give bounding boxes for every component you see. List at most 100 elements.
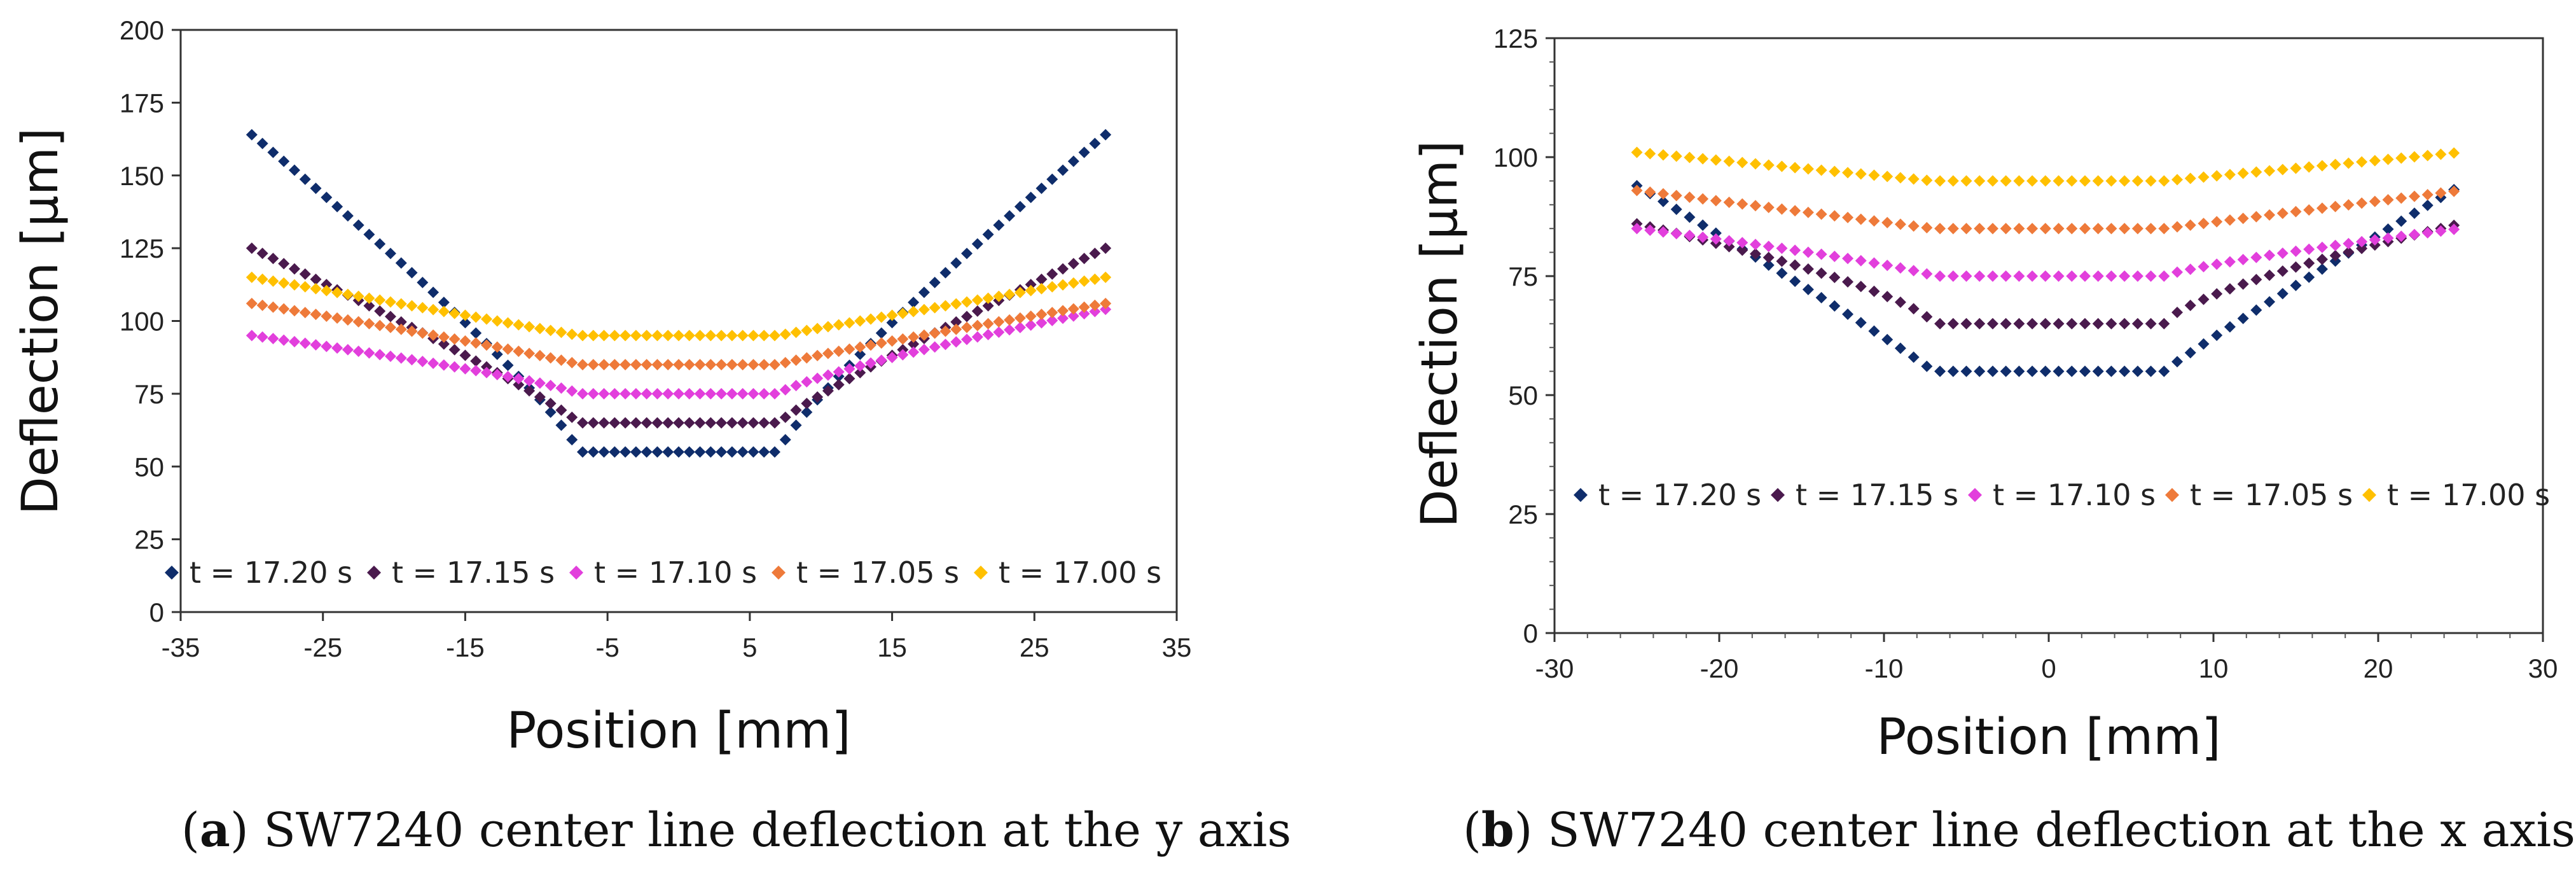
data-point bbox=[2435, 187, 2447, 199]
data-point bbox=[2119, 223, 2131, 235]
data-point bbox=[1881, 260, 1894, 272]
data-point bbox=[2264, 249, 2276, 261]
data-point bbox=[288, 279, 300, 291]
data-point bbox=[641, 446, 653, 458]
data-point bbox=[2105, 365, 2117, 377]
data-point bbox=[2316, 160, 2328, 172]
data-point bbox=[1762, 240, 1775, 253]
data-point bbox=[2290, 279, 2302, 291]
data-point bbox=[2276, 207, 2289, 220]
data-point bbox=[673, 359, 684, 371]
data-point bbox=[1025, 310, 1037, 323]
data-point bbox=[1697, 219, 1709, 231]
chart-a-points bbox=[246, 129, 1112, 458]
data-point bbox=[363, 228, 375, 240]
data-point bbox=[2184, 299, 2196, 311]
data-point bbox=[2000, 270, 2012, 282]
data-point bbox=[406, 267, 418, 279]
data-point bbox=[993, 290, 1005, 302]
data-point bbox=[790, 326, 802, 338]
data-point bbox=[310, 339, 322, 351]
data-point bbox=[480, 339, 492, 351]
data-point bbox=[2026, 270, 2039, 282]
data-point bbox=[2290, 245, 2302, 257]
data-point bbox=[2369, 155, 2381, 167]
data-point bbox=[683, 417, 695, 429]
chart-b-y-ticks: 0 25 50 75 100 125 bbox=[1493, 24, 1555, 648]
data-point bbox=[737, 330, 749, 342]
data-point bbox=[470, 311, 482, 323]
data-point bbox=[321, 192, 333, 204]
data-point bbox=[566, 434, 578, 446]
data-point bbox=[438, 331, 450, 343]
caption-a: (a) SW7240 center line deflection at the… bbox=[181, 803, 1292, 858]
data-point bbox=[1644, 186, 1656, 199]
legend-label: t = 17.05 s bbox=[796, 555, 959, 590]
data-point bbox=[673, 417, 684, 429]
data-point bbox=[651, 359, 663, 371]
data-point bbox=[363, 347, 375, 359]
data-point bbox=[480, 313, 492, 325]
data-point bbox=[2119, 270, 2131, 282]
data-point bbox=[886, 351, 898, 363]
data-point bbox=[1100, 298, 1112, 310]
data-point bbox=[246, 271, 258, 283]
data-point bbox=[321, 340, 333, 352]
data-point bbox=[1025, 192, 1037, 204]
data-point bbox=[534, 323, 546, 335]
data-point bbox=[1921, 360, 1933, 372]
data-point bbox=[417, 276, 429, 288]
data-point bbox=[854, 341, 866, 353]
data-point bbox=[1100, 303, 1112, 316]
data-point bbox=[587, 417, 599, 429]
data-point bbox=[865, 357, 877, 369]
data-point bbox=[1974, 317, 1986, 330]
data-point bbox=[854, 348, 866, 360]
data-point bbox=[822, 321, 834, 333]
data-point bbox=[875, 337, 887, 349]
x-tick-label: -10 bbox=[1865, 653, 1904, 683]
x-tick-label: 25 bbox=[1020, 632, 1049, 662]
data-point bbox=[908, 338, 920, 350]
data-point bbox=[1802, 284, 1814, 296]
data-point bbox=[1067, 310, 1079, 322]
data-point bbox=[2053, 270, 2065, 282]
data-point bbox=[2303, 161, 2315, 173]
data-point bbox=[2158, 317, 2170, 330]
legend-marker bbox=[367, 566, 381, 580]
data-point bbox=[758, 446, 770, 458]
data-point bbox=[2079, 223, 2091, 235]
legend-marker bbox=[1574, 488, 1588, 502]
data-point bbox=[1829, 210, 1841, 222]
data-point bbox=[609, 387, 621, 400]
data-point bbox=[833, 345, 845, 358]
data-point bbox=[2408, 207, 2420, 220]
data-point bbox=[1004, 210, 1016, 222]
data-point bbox=[950, 323, 962, 335]
data-point bbox=[779, 328, 791, 340]
data-point bbox=[321, 279, 333, 291]
data-point bbox=[1855, 317, 1867, 329]
data-point bbox=[2382, 193, 2394, 206]
caption-b: (b) SW7240 center line deflection at the… bbox=[1463, 803, 2575, 858]
data-point bbox=[384, 296, 396, 308]
data-point bbox=[256, 273, 268, 285]
data-point bbox=[2013, 317, 2025, 330]
data-point bbox=[1670, 203, 1682, 215]
data-point bbox=[609, 417, 621, 429]
legend-marker bbox=[2165, 488, 2179, 502]
data-point bbox=[1697, 153, 1709, 165]
data-point bbox=[790, 379, 802, 391]
data-point bbox=[2092, 317, 2104, 330]
data-point bbox=[609, 359, 621, 371]
data-point bbox=[694, 330, 706, 342]
data-point bbox=[1947, 270, 1959, 282]
data-point bbox=[2408, 190, 2420, 202]
data-point bbox=[1842, 253, 1854, 265]
data-point bbox=[2039, 317, 2051, 330]
data-point bbox=[2343, 246, 2355, 258]
data-point bbox=[1921, 221, 1933, 233]
data-point bbox=[1670, 150, 1682, 162]
data-point bbox=[1067, 303, 1079, 315]
data-point bbox=[2264, 165, 2276, 177]
